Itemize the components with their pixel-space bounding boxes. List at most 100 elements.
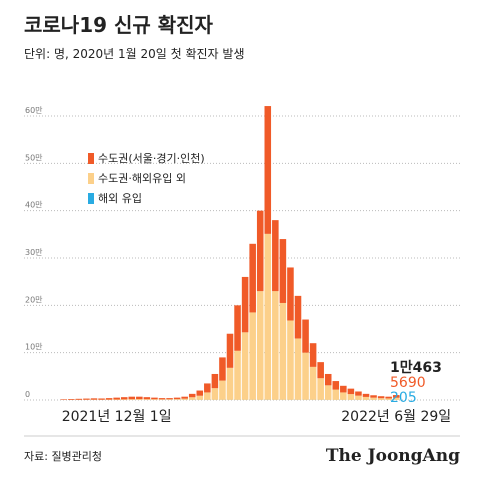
legend-label: 수도권·해외유입 외 (98, 171, 186, 185)
annotation: 1만463 (390, 360, 442, 376)
bar-segment (324, 373, 332, 386)
bar-segment (287, 320, 294, 400)
bar-segment (151, 399, 158, 400)
bar-segment (226, 367, 234, 400)
x-tick-label: 2021년 12월 1일 (62, 409, 172, 425)
bar-segment (279, 302, 287, 400)
bar-segment (136, 399, 143, 400)
x-tick-label: 2022년 6월 29일 (341, 409, 451, 425)
bar-segment (370, 397, 377, 400)
bar-segment (234, 305, 241, 351)
bar-segment (234, 350, 241, 400)
bar-segment (317, 378, 324, 400)
bar-segment (302, 352, 309, 400)
bar-segment (128, 399, 136, 400)
bar-segment (279, 239, 287, 303)
bar-segment (355, 395, 362, 400)
y-tick-label: 10만 (25, 343, 43, 352)
bar-segment (136, 396, 143, 400)
bar-segment (294, 338, 302, 400)
bar-segment (143, 397, 151, 400)
bar-segment (204, 392, 211, 400)
bar-segment (90, 398, 98, 400)
chart-title: 코로나19 신규 확진자 (24, 13, 214, 37)
y-tick-label: 60만 (25, 106, 43, 115)
bar-segment (392, 395, 400, 398)
bar-segment (158, 399, 166, 400)
bar-segment (241, 332, 249, 400)
bar-segment (196, 395, 204, 400)
bar-segment (120, 399, 128, 400)
y-tick-label: 50만 (25, 153, 43, 162)
bar-segment (332, 389, 340, 400)
bar-segment (226, 333, 234, 368)
bar-segment (143, 399, 151, 400)
bar-segment (105, 398, 113, 400)
bar-segment (60, 399, 68, 400)
bar-segment (196, 390, 204, 396)
bar-segment (158, 398, 166, 400)
bar-segment (287, 267, 294, 321)
bar-segment (324, 385, 332, 400)
bar-segment (340, 385, 347, 393)
y-tick-label: 30만 (25, 248, 43, 257)
bar-segment (219, 380, 226, 400)
bar-segment (256, 291, 264, 400)
bar-segment (392, 397, 400, 400)
bar-segment (188, 393, 196, 398)
bar-segment (120, 397, 128, 400)
bar-segment (188, 397, 196, 400)
bar-segment (385, 398, 392, 400)
y-tick-label: 40만 (25, 201, 43, 210)
legend-label: 해외 유입 (98, 191, 142, 205)
bar-segment (181, 396, 188, 399)
bar-segment (264, 233, 272, 400)
bar-segment (211, 373, 219, 389)
bar-segment (332, 381, 340, 390)
annotation: 5690 (390, 375, 426, 391)
bar-segment (340, 392, 347, 400)
bar-segment (362, 396, 370, 400)
chart-subtitle: 단위: 명, 2020년 1월 20일 첫 확진자 발생 (24, 47, 244, 61)
bar-segment (113, 397, 120, 400)
bar-segment (377, 396, 385, 399)
legend-swatch (88, 193, 94, 204)
bar-segment (181, 398, 188, 400)
brand: The JoongAng (326, 446, 460, 466)
bar-segment (302, 319, 309, 353)
legend-swatch (88, 173, 94, 184)
legend-swatch (88, 153, 94, 164)
bar-segment (83, 398, 90, 400)
bar-segment (309, 343, 317, 367)
bar-segment (347, 394, 355, 400)
bar-segment (166, 399, 173, 400)
y-tick-label: 0 (25, 390, 30, 399)
bar-segment (294, 295, 302, 339)
y-tick-label: 20만 (25, 295, 43, 304)
bar-segment (377, 398, 385, 400)
bar-segment (241, 276, 249, 333)
bar-segment (317, 362, 324, 379)
bar-segment (98, 398, 105, 400)
legend-label: 수도권(서울·경기·인천) (98, 151, 205, 165)
bar-segment (204, 383, 211, 393)
bar-segment (75, 398, 83, 400)
bar-segment (355, 391, 362, 396)
bar-segment (256, 210, 264, 292)
bar-segment (166, 398, 173, 400)
bar-segment (173, 399, 181, 400)
bar-segment (272, 220, 279, 292)
bar-segment (272, 291, 279, 400)
bar-segment (309, 366, 317, 400)
bar-segment (128, 396, 136, 400)
bar-segment (151, 397, 158, 400)
bar-segment (370, 395, 377, 398)
bar-segment (347, 388, 355, 395)
bar-segment (249, 243, 256, 313)
bar-segment (264, 106, 272, 234)
bar-segment (173, 397, 181, 400)
bar-segment (68, 399, 75, 400)
source: 자료: 질병관리청 (24, 450, 102, 463)
bar-segment (249, 312, 256, 400)
